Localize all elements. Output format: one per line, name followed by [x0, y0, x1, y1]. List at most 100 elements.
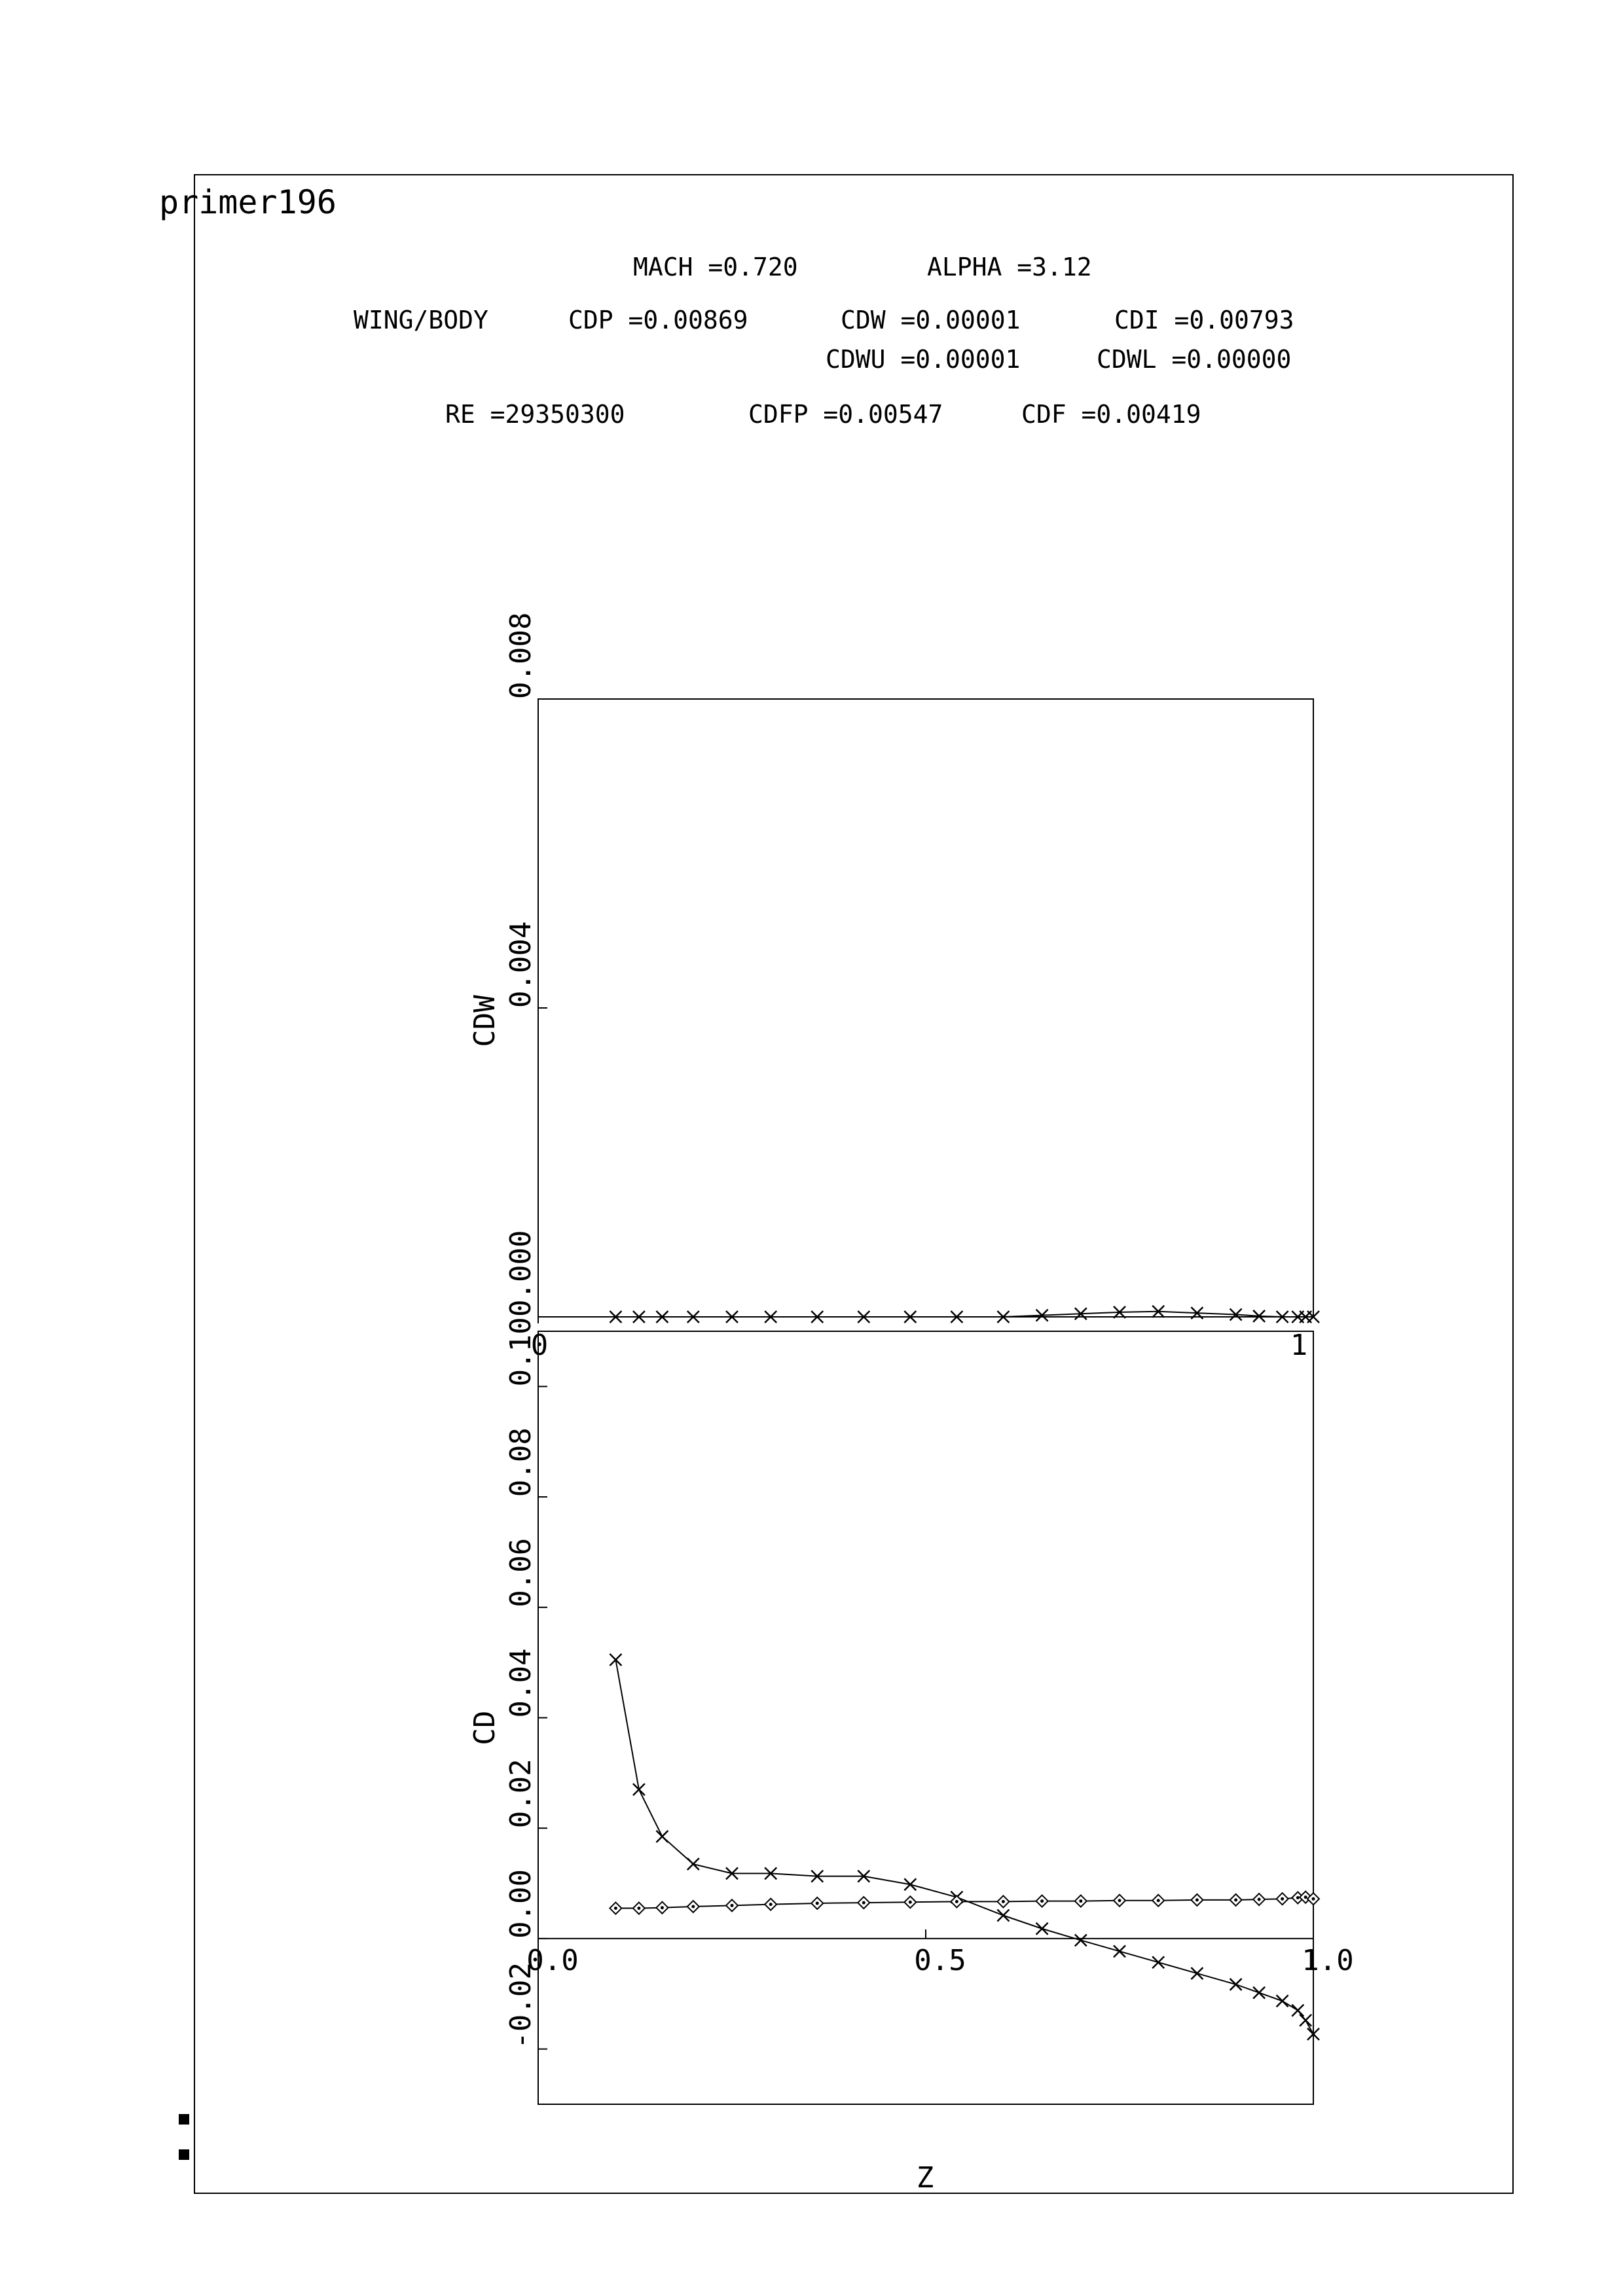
- cdw-value: CDW =0.00001: [841, 306, 1021, 334]
- cdw-series-line: [615, 1310, 1313, 1318]
- cd-point-x: [1113, 1945, 1126, 1958]
- re-value: RE =29350300: [445, 400, 625, 429]
- cd-point-x: [1275, 1994, 1289, 2008]
- cdw-point-x: [1275, 1310, 1289, 1323]
- cdw-point-x: [950, 1310, 964, 1323]
- cd-point-x: [1152, 1956, 1165, 1969]
- cdw-y-tick-label: 0.000: [504, 1230, 538, 1317]
- cd-point-diamond-dot: [1195, 1898, 1199, 1902]
- cdw-point-x: [1307, 1310, 1320, 1323]
- corner-mark: [179, 2149, 189, 2160]
- cd-point-diamond-dot: [1281, 1897, 1285, 1901]
- cd-point-diamond-dot: [660, 1906, 664, 1910]
- cd-point-diamond-dot: [730, 1903, 734, 1907]
- cd-point-x: [1291, 2003, 1305, 2017]
- cdp-value: CDP =0.00869: [568, 306, 748, 334]
- cd-point-diamond-dot: [1296, 1896, 1300, 1900]
- cd-y-tick-label: 0.00: [504, 1869, 538, 1939]
- cd-point-x: [1307, 2027, 1320, 2041]
- cd-point-diamond-dot: [908, 1900, 912, 1904]
- cdfp-value: CDFP =0.00547: [748, 400, 943, 429]
- cd-point-x: [632, 1783, 646, 1797]
- cd-point-x: [764, 1867, 778, 1880]
- cdw-y-axis-label: CDW: [468, 995, 501, 1047]
- cdf-value: CDF =0.00419: [1021, 400, 1201, 429]
- config-label: WING/BODY: [354, 306, 488, 334]
- cd-x-tick-label: 0.5: [914, 1944, 966, 1977]
- cdw-point-x: [1229, 1308, 1243, 1321]
- cd-y-tick-label: 0.02: [504, 1759, 538, 1828]
- cd-point-x: [1299, 2013, 1313, 2027]
- cd-point-x: [686, 1857, 700, 1871]
- cd-y-tick-label: 0.10: [504, 1317, 538, 1386]
- cd-point-x: [655, 1829, 669, 1843]
- cdw-point-x: [609, 1310, 623, 1323]
- cd-point-diamond-dot: [1257, 1897, 1261, 1901]
- cd-x-tick-label: 1.0: [1302, 1944, 1353, 1977]
- cd-point-x: [996, 1909, 1010, 1922]
- cd-y-tick-label: 0.06: [504, 1538, 538, 1607]
- cd-point-diamond-dot: [1156, 1899, 1160, 1903]
- mach-value: MACH =0.720: [633, 253, 798, 281]
- cd-point-diamond-dot: [1079, 1899, 1083, 1903]
- cdw-point-x: [903, 1310, 917, 1323]
- cdw-point-x: [1035, 1308, 1049, 1322]
- cdw-x-tick-label: 1: [1290, 1329, 1308, 1362]
- cdw-point-x: [1113, 1306, 1126, 1319]
- cdw-y-tick-label: 0.008: [504, 613, 538, 699]
- cdw-point-x: [686, 1310, 700, 1323]
- cdw-point-x: [996, 1310, 1010, 1323]
- cd-y-tick-label: 0.08: [504, 1427, 538, 1497]
- cd-point-x: [811, 1869, 824, 1883]
- alpha-value: ALPHA =3.12: [927, 253, 1092, 281]
- cd-x-axis-label: Z: [917, 2161, 934, 2195]
- cd-point-diamond-dot: [1001, 1899, 1005, 1903]
- cd-point-diamond-dot: [815, 1901, 819, 1905]
- cd-point-diamond-dot: [1304, 1895, 1307, 1899]
- cdw-point-x: [811, 1310, 824, 1323]
- corner-mark: [179, 2114, 189, 2125]
- cdw-point-x: [1190, 1306, 1204, 1319]
- cdw-y-tick-label: 0.004: [504, 922, 538, 1008]
- cdw-point-x: [857, 1310, 871, 1323]
- cd-point-x: [1229, 1978, 1243, 1991]
- cdw-point-x: [1252, 1309, 1266, 1323]
- cd-point-diamond-dot: [769, 1903, 773, 1907]
- cd-point-diamond-dot: [862, 1901, 866, 1905]
- cdw-x-tick-label: 0: [531, 1329, 549, 1362]
- cd-point-x: [903, 1878, 917, 1892]
- cd-point-x: [1074, 1933, 1087, 1947]
- cd-point-diamond-dot: [1234, 1898, 1238, 1902]
- cdi-value: CDI =0.00793: [1114, 306, 1294, 334]
- cdwu-value: CDWU =0.00001: [826, 345, 1021, 374]
- cdw-point-x: [655, 1310, 669, 1323]
- cd-point-x: [1190, 1967, 1204, 1980]
- cd-x-tick-label: 0.0: [526, 1944, 578, 1977]
- cdw-point-x: [725, 1310, 739, 1323]
- cd-plot-frame: [538, 1331, 1314, 2105]
- cd-point-x: [1252, 1986, 1266, 2000]
- cd-point-x: [857, 1869, 871, 1883]
- cd-point-diamond-dot: [1040, 1899, 1044, 1903]
- cd-y-axis-label: CD: [468, 1711, 501, 1746]
- cd-point-x: [725, 1867, 739, 1880]
- cd-point-diamond-dot: [613, 1907, 617, 1910]
- cd-y-tick-label: 0.04: [504, 1649, 538, 1718]
- cdw-plot-frame: [538, 698, 1314, 1318]
- cdw-point-x: [764, 1310, 778, 1323]
- cdw-point-x: [1152, 1304, 1165, 1318]
- cd-series-line: [615, 1659, 1314, 2035]
- page-title: primer196: [159, 183, 337, 221]
- cdw-point-x: [632, 1310, 646, 1323]
- cd-series-line: [615, 1896, 1314, 1909]
- cd-point-diamond-dot: [637, 1907, 641, 1910]
- cd-point-diamond-dot: [955, 1899, 958, 1903]
- cd-point-diamond-dot: [1311, 1897, 1315, 1901]
- cd-point-diamond-dot: [691, 1905, 695, 1909]
- cd-point-x: [609, 1653, 623, 1666]
- cd-y-tick-label: -0.02: [504, 1962, 538, 2049]
- cdw-point-x: [1074, 1307, 1087, 1321]
- cd-point-x: [1035, 1922, 1049, 1935]
- cdwl-value: CDWL =0.00000: [1097, 345, 1292, 374]
